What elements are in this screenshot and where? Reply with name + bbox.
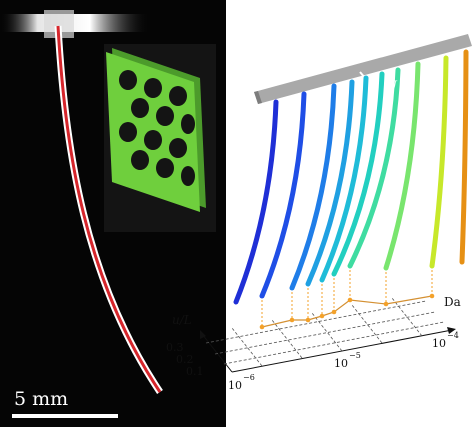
depth-axis-line (201, 333, 233, 373)
data-point (331, 309, 337, 315)
scale-bar (12, 414, 118, 418)
plate-holes (119, 70, 195, 186)
x-tick-base: 10 (432, 337, 446, 350)
x-tick-base: 10 (334, 357, 348, 370)
fiber-5 (319, 75, 369, 283)
fiber-6 (331, 71, 385, 277)
x-axis-label: Da (444, 295, 461, 309)
data-point (305, 317, 311, 323)
fiber-1 (233, 99, 279, 305)
x-tick-exponent: −6 (243, 373, 255, 382)
grid-lines (205, 297, 445, 367)
clamp-glare (0, 14, 150, 32)
y-axis-label: u/L (172, 313, 192, 327)
y-tick-label: 0.3 (166, 341, 184, 354)
y-tick-label: 0.2 (176, 353, 194, 366)
support-bar (254, 34, 472, 104)
scale-bar-label: 5 mm (14, 388, 69, 410)
displacement-trace (259, 270, 435, 330)
data-point (259, 324, 265, 330)
data-point (347, 297, 353, 303)
fiber-9 (429, 55, 449, 269)
data-point (383, 301, 389, 307)
y-tick-label: 0.1 (186, 365, 204, 378)
data-point (429, 293, 435, 299)
trace-line (261, 295, 433, 328)
fiber-3 (289, 83, 337, 291)
data-point (319, 313, 325, 319)
flow-velocity-label: U (386, 79, 397, 94)
x-tick-base: 10 (228, 379, 242, 392)
fiber-7 (347, 67, 401, 269)
fiber-8 (383, 61, 421, 271)
photo-fiber (56, 25, 162, 393)
fiber-set (233, 49, 469, 305)
x-tick-exponent: −5 (349, 351, 361, 360)
data-point (289, 317, 295, 323)
x-tick-exponent: −4 (447, 331, 459, 340)
fiber-4 (305, 79, 355, 287)
fiber-10 (459, 49, 469, 265)
fiber-2 (259, 91, 307, 299)
